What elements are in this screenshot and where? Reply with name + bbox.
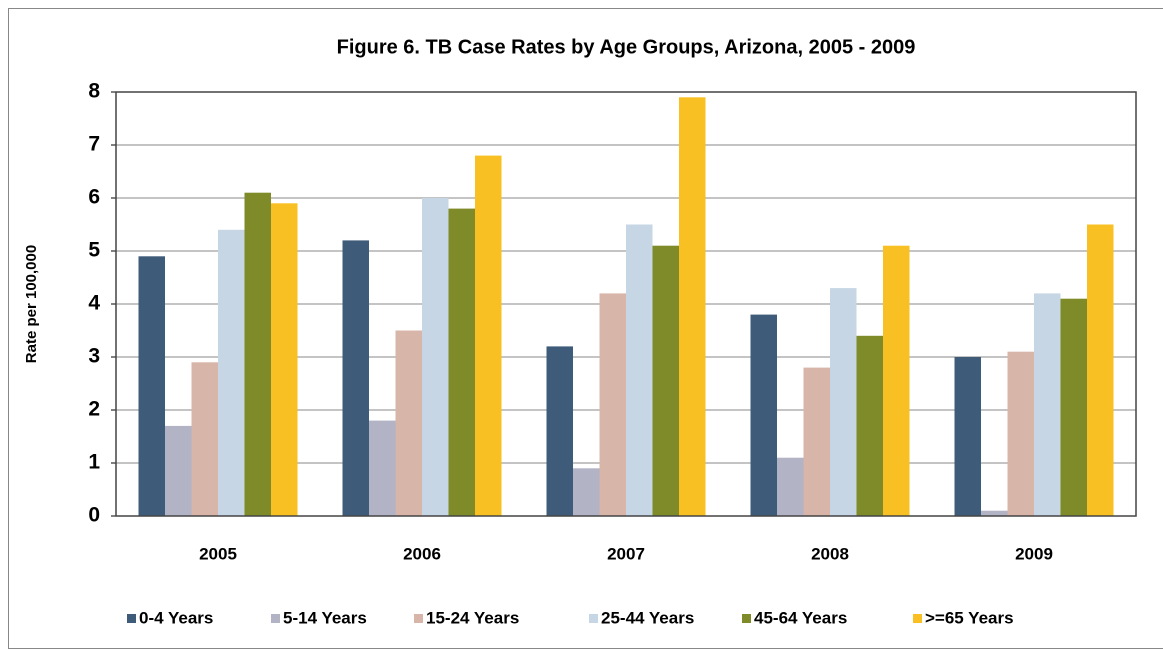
y-axis-label: Rate per 100,000 [23, 245, 40, 363]
y-tick-label: 8 [88, 80, 100, 103]
y-tick-label: 0 [88, 504, 100, 527]
bar [803, 367, 830, 516]
bar [652, 245, 679, 516]
bar [1007, 351, 1034, 516]
y-tick-label: 1 [88, 451, 100, 474]
y-tick-label: 3 [88, 345, 100, 368]
bar [750, 314, 777, 516]
x-tick-label: 2006 [403, 544, 441, 563]
bar [830, 288, 857, 516]
x-tick-label: 2008 [811, 544, 849, 563]
bar [777, 457, 804, 516]
bar [626, 224, 653, 516]
legend-label: 5-14 Years [283, 608, 367, 627]
bar [981, 510, 1008, 516]
legend-swatch [742, 614, 751, 623]
y-tick-label: 7 [88, 133, 100, 156]
bar [1034, 293, 1061, 516]
bar [954, 357, 981, 516]
bar [342, 240, 369, 516]
legend-label: 15-24 Years [426, 608, 519, 627]
legend-label: 45-64 Years [754, 608, 847, 627]
bar [395, 330, 422, 516]
bar [369, 420, 396, 516]
legend-swatch [414, 614, 423, 623]
legend-swatch [913, 614, 922, 623]
legend-swatch [127, 614, 136, 623]
x-tick-label: 2009 [1015, 544, 1053, 563]
y-tick-label: 5 [88, 239, 100, 262]
chart-title: Figure 6. TB Case Rates by Age Groups, A… [337, 36, 916, 58]
bar [883, 245, 910, 516]
bar [599, 293, 626, 516]
bar [856, 335, 883, 516]
chart-frame [8, 8, 1163, 649]
bar [546, 346, 573, 516]
legend-label: 25-44 Years [601, 608, 694, 627]
x-tick-label: 2005 [199, 544, 237, 563]
y-tick-label: 2 [88, 398, 100, 421]
plot-border [115, 91, 1137, 517]
y-tick-label: 6 [88, 186, 100, 209]
bar [679, 97, 706, 517]
bar [475, 155, 502, 516]
bar [138, 256, 165, 516]
bar [422, 198, 449, 516]
bar [1087, 224, 1114, 516]
bar [191, 362, 218, 516]
bar [165, 425, 192, 516]
y-tick-label: 4 [88, 292, 100, 315]
bar [218, 229, 245, 517]
legend-swatch [589, 614, 598, 623]
legend-label: 0-4 Years [139, 608, 213, 627]
bar [573, 468, 600, 516]
legend-swatch [271, 614, 280, 623]
bar [1060, 298, 1087, 516]
bar [244, 192, 271, 516]
bar [271, 203, 298, 517]
bar [448, 208, 475, 516]
legend-label: >=65 Years [925, 608, 1014, 627]
x-tick-label: 2007 [607, 544, 645, 563]
